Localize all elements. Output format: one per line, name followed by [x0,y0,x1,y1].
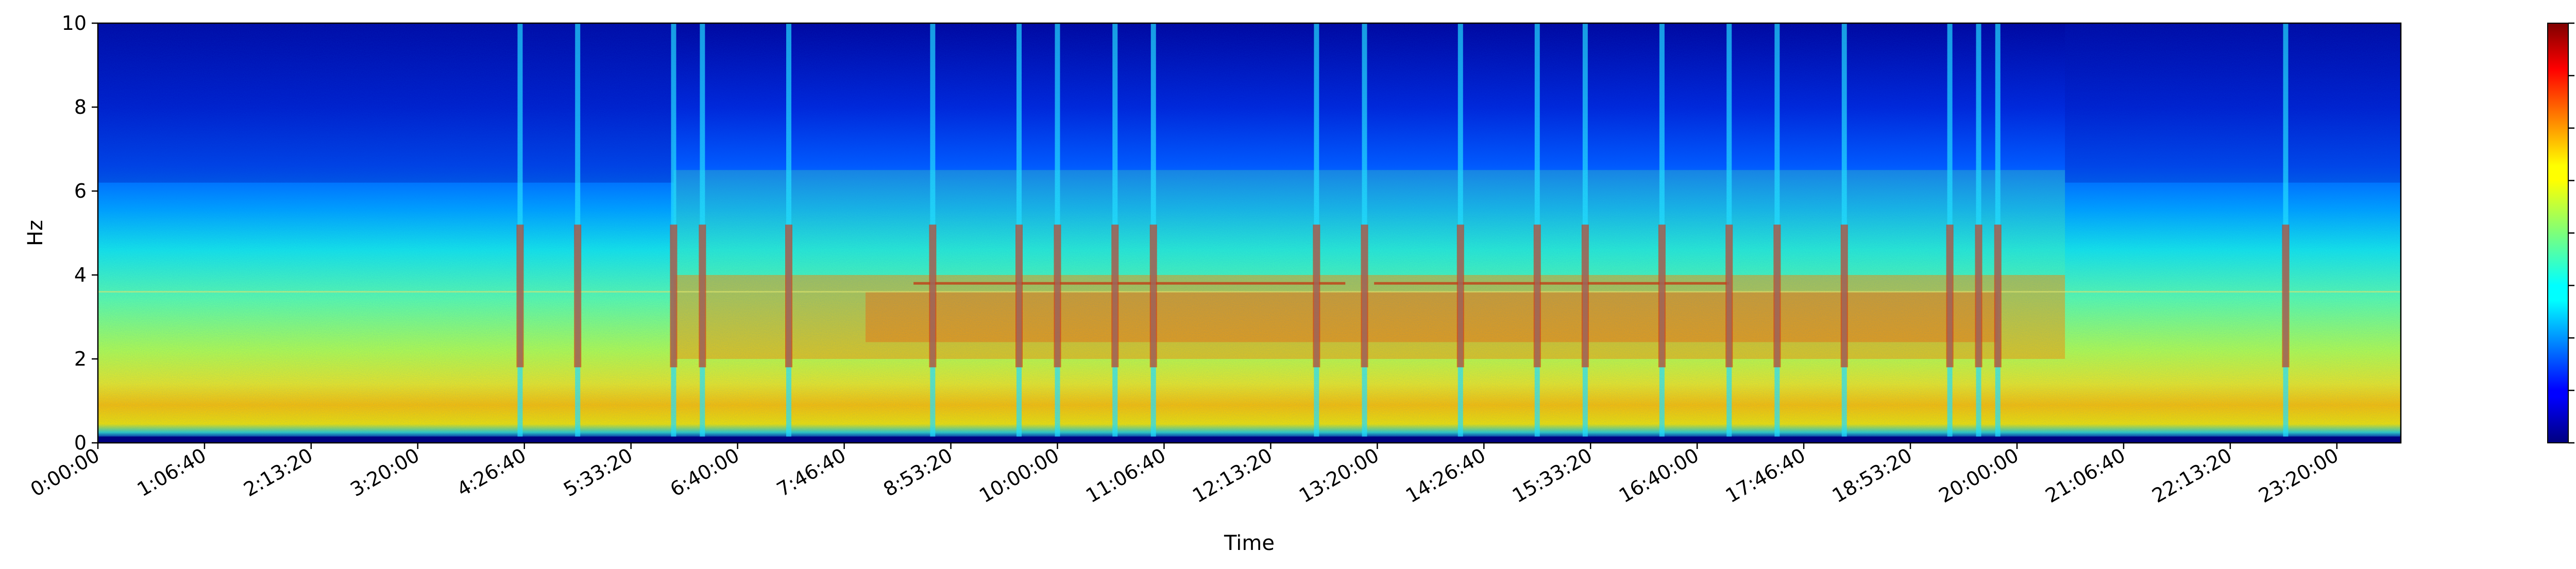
x-tick-label-14: 15:33:20 [1509,444,1596,507]
y-axis-label: Hz [24,220,47,246]
y-tick-label-5: 10 [62,12,87,35]
x-tick-label-1: 1:06:40 [133,444,210,501]
x-tick-label-11: 12:13:20 [1189,444,1276,507]
low-frequency-floor [98,436,2401,443]
y-tick-label-1: 2 [74,348,87,370]
x-tick-label-8: 8:53:20 [879,444,956,501]
plot-frame [97,22,2402,444]
spectrogram-grain [98,23,2401,443]
colorbar-gradient [2548,23,2568,443]
x-tick-label-10: 11:06:40 [1082,444,1170,507]
x-tick-label-20: 22:13:20 [2148,444,2236,507]
spectrogram-image [98,23,2401,443]
x-tick-label-3: 3:20:00 [346,444,423,501]
x-tick-label-4: 4:26:40 [453,444,530,501]
x-tick-label-18: 20:00:00 [1935,444,2023,507]
y-tick-label-2: 4 [74,264,87,286]
y-tick-label-4: 8 [74,96,87,118]
x-tick-label-21: 23:20:00 [2255,444,2343,507]
x-tick-label-2: 2:13:20 [240,444,317,501]
x-tick-label-19: 21:06:40 [2042,444,2129,507]
x-tick-label-16: 17:46:40 [1722,444,1809,507]
x-axis-label: Time [1224,531,1275,555]
x-tick-label-7: 7:46:40 [773,444,850,501]
x-tick-label-0: 0:00:00 [27,444,104,501]
y-tick-label-0: 0 [74,432,87,454]
x-tick-label-5: 5:33:20 [560,444,636,501]
x-tick-label-13: 14:26:40 [1402,444,1489,507]
x-tick-label-6: 6:40:00 [666,444,743,501]
y-tick-label-3: 6 [74,180,87,202]
x-tick-label-15: 16:40:00 [1615,444,1703,507]
x-tick-label-17: 18:53:20 [1828,444,1916,507]
x-tick-label-9: 10:00:00 [975,444,1063,507]
x-tick-label-12: 13:20:00 [1295,444,1383,507]
